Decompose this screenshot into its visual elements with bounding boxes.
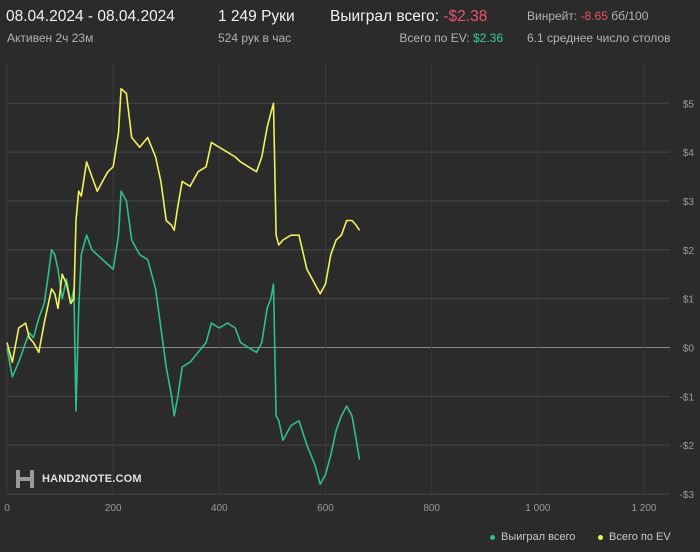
legend-dot-won bbox=[490, 534, 495, 540]
y-tick-label: -$2 bbox=[680, 441, 695, 452]
x-tick-label: 0 bbox=[4, 503, 10, 514]
active-time: Активен 2ч 23м bbox=[7, 31, 94, 45]
winrate-label: Винрейт: bbox=[527, 9, 578, 23]
hands-count: 1 249 Руки bbox=[218, 8, 295, 25]
x-tick-label: 600 bbox=[317, 503, 334, 514]
hand2note-logo-text: HAND2NOTE.COM bbox=[42, 473, 142, 485]
series-lines bbox=[6, 87, 361, 485]
ev-value: $2.36 bbox=[472, 31, 503, 45]
hands-per-hour: 524 рук в час bbox=[218, 31, 292, 45]
total-won-value: -$2.38 bbox=[443, 8, 488, 25]
y-tick-label: $1 bbox=[683, 295, 695, 306]
x-tick-label: 200 bbox=[105, 503, 122, 514]
y-tick-label: $4 bbox=[683, 148, 695, 159]
legend-label-ev: Всего по EV bbox=[609, 531, 671, 543]
y-tick-label: $0 bbox=[683, 343, 695, 354]
y-tick-label: $5 bbox=[683, 99, 695, 110]
x-tick-label: 800 bbox=[423, 503, 440, 514]
series-line-ev[interactable] bbox=[6, 87, 361, 363]
total-won: Выиграл всего: -$2.38 bbox=[330, 8, 487, 26]
total-won-label: Выиграл всего: bbox=[330, 8, 440, 25]
grid-lines bbox=[6, 64, 670, 495]
x-axis-ticks: 0 200 400 600 800 1 000 1 200 bbox=[4, 503, 657, 514]
date-range[interactable]: 08.04.2024 - 08.04.2024 bbox=[6, 8, 175, 25]
avg-tables: 6.1 среднее число столов bbox=[527, 31, 671, 45]
hand2note-logo: HAND2NOTE.COM bbox=[14, 468, 142, 490]
legend-label-won: Выиграл всего bbox=[501, 531, 576, 543]
ev-label: Всего по EV: bbox=[399, 31, 470, 45]
y-tick-label: $3 bbox=[683, 197, 695, 208]
x-tick-label: 1 200 bbox=[631, 503, 656, 514]
winrate-value: -8.65 bbox=[580, 9, 608, 23]
x-tick-label: 400 bbox=[211, 503, 228, 514]
legend-dot-ev bbox=[598, 534, 603, 540]
hand2note-logo-icon bbox=[14, 468, 36, 490]
winrate-unit: бб/100 bbox=[611, 9, 649, 23]
y-tick-label: -$3 bbox=[680, 490, 695, 501]
x-tick-label: 1 000 bbox=[525, 503, 550, 514]
legend-item-ev[interactable]: Всего по EV bbox=[598, 531, 671, 543]
legend-item-won[interactable]: Выиграл всего bbox=[490, 531, 575, 543]
y-axis-ticks: $5 $4 $3 $2 $1 $0 -$1 -$2 -$3 bbox=[680, 99, 695, 501]
y-tick-label: $2 bbox=[683, 246, 695, 257]
winrate: Винрейт: -8.65 бб/100 bbox=[527, 9, 648, 23]
header: 08.04.2024 - 08.04.2024 Активен 2ч 23м 1… bbox=[0, 0, 700, 60]
series-line-won[interactable] bbox=[6, 190, 361, 485]
y-tick-label: -$1 bbox=[680, 392, 695, 403]
ev-total: Всего по EV: $2.36 bbox=[0, 31, 503, 45]
